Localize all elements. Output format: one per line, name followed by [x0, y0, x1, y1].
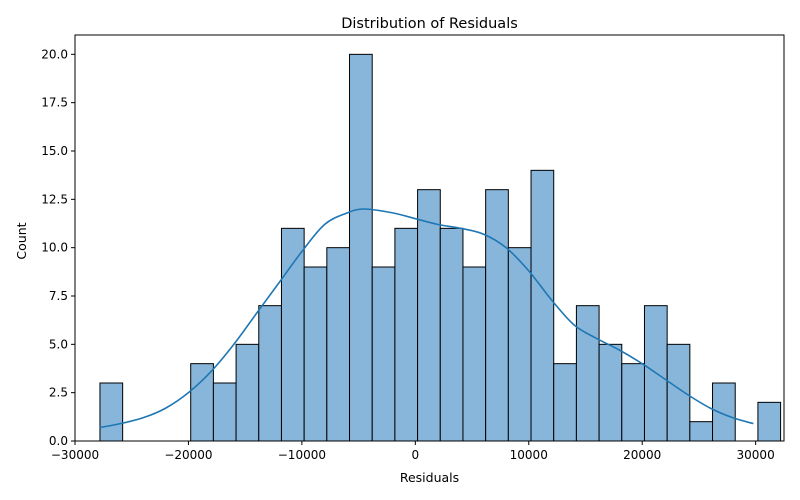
histogram-bar: [462, 266, 487, 442]
y-tick-label: 17.5: [41, 96, 68, 110]
histogram-bar: [575, 305, 600, 442]
histogram-bar: [349, 53, 373, 442]
kde-curve: [99, 208, 754, 429]
histogram-bar: [757, 401, 782, 442]
x-tick-label: −30000: [51, 448, 99, 462]
chart-title: Distribution of Residuals: [341, 16, 518, 32]
histogram-bar: [598, 343, 623, 442]
x-tick-label: 10000: [510, 448, 548, 462]
histogram-bar: [666, 343, 691, 442]
histogram-bar: [439, 227, 464, 442]
y-tick-label: 7.5: [49, 289, 68, 303]
histogram-bar: [689, 421, 714, 442]
histogram-bar: [394, 227, 419, 442]
x-tick-label: −10000: [278, 448, 326, 462]
histogram-bar: [371, 266, 396, 442]
y-tick-label: 10.0: [41, 241, 68, 255]
y-tick-label: 5.0: [49, 337, 68, 351]
y-tick-label: 0.0: [49, 434, 68, 448]
histogram-bar: [99, 382, 124, 442]
histogram-bar: [485, 189, 509, 442]
x-tick-label: 20000: [623, 448, 661, 462]
histogram-bar: [190, 363, 214, 442]
x-tick-label: −20000: [164, 448, 212, 462]
x-tick-label: 0: [411, 448, 419, 462]
histogram-bar: [553, 363, 577, 442]
x-tick-label: 30000: [737, 448, 775, 462]
y-axis-ticks: 0.0 2.5 5.0 7.5 10.0 12.5 15.0 17.5 20.0: [41, 47, 75, 448]
y-tick-label: 12.5: [41, 192, 68, 206]
histogram-bar: [280, 227, 305, 442]
histogram-bars: [99, 53, 782, 442]
y-tick-label: 2.5: [49, 386, 68, 400]
histogram-bar: [507, 247, 532, 442]
histogram-bar: [326, 247, 351, 442]
plot-frame: [74, 34, 785, 442]
x-axis-label: Residuals: [400, 470, 459, 485]
y-axis-label: Count: [14, 222, 29, 259]
histogram-bar: [417, 189, 441, 442]
x-axis-ticks: −30000 −20000 −10000 0 10000 20000 30000: [51, 441, 775, 462]
histogram-bar: [530, 169, 555, 442]
histogram-bar: [303, 266, 328, 442]
histogram-bar: [712, 382, 736, 442]
histogram-bar: [621, 363, 645, 442]
histogram-bar: [235, 343, 260, 442]
y-tick-label: 20.0: [41, 47, 68, 61]
histogram-bar: [212, 382, 237, 442]
y-tick-label: 15.0: [41, 144, 68, 158]
histogram-bar: [258, 305, 282, 442]
